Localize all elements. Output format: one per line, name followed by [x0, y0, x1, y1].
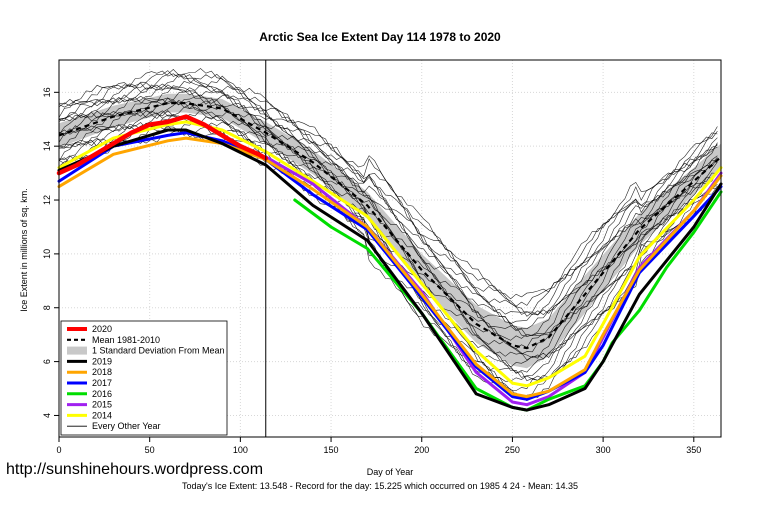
- mean-line: [58, 102, 722, 350]
- y-tick-label: 4: [42, 413, 52, 418]
- legend-label: 2018: [92, 367, 112, 377]
- legend-label: Mean 1981-2010: [92, 335, 160, 345]
- series-line-2020: [56, 114, 269, 176]
- y-tick-label: 10: [42, 249, 52, 259]
- series-layer: [56, 114, 723, 412]
- every-other-year-line: [58, 100, 718, 361]
- x-tick-label: 300: [596, 445, 611, 455]
- every-other-year-line: [58, 85, 718, 337]
- legend-label: 2014: [92, 410, 112, 420]
- legend-box: [60, 320, 228, 436]
- every-other-year-line: [58, 109, 718, 368]
- x-tick-label: 0: [56, 445, 61, 455]
- legend-label: 2019: [92, 356, 112, 366]
- every-other-year-line: [58, 68, 718, 300]
- series-line-2019: [57, 128, 723, 412]
- y-axis: 4 6 8 10 12 14 16: [42, 87, 59, 418]
- y-tick-label: 16: [42, 87, 52, 97]
- every-other-year-line: [58, 70, 718, 307]
- y-tick-label: 14: [42, 141, 52, 151]
- y-tick-label: 6: [42, 359, 52, 364]
- legend-label: 2017: [92, 378, 112, 388]
- legend-label: 1 Standard Deviation From Mean: [92, 346, 225, 356]
- x-tick-label: 350: [686, 445, 701, 455]
- every-other-year-line: [58, 90, 718, 337]
- x-tick-label: 100: [233, 445, 248, 455]
- legend-label: 2016: [92, 389, 112, 399]
- x-tick-label: 150: [324, 445, 339, 455]
- x-tick-label: 250: [505, 445, 520, 455]
- plot-frame: [58, 59, 722, 438]
- x-tick-label: 50: [145, 445, 155, 455]
- every-other-year-line: [58, 68, 718, 315]
- std-deviation-band: [59, 93, 721, 369]
- y-tick-label: 8: [42, 305, 52, 310]
- series-line-2017: [57, 131, 723, 401]
- legend-swatch: [67, 346, 87, 355]
- footer-stats: Today's Ice Extent: 13.548 - Record for …: [182, 481, 578, 491]
- x-axis-label: Day of Year: [366, 467, 414, 477]
- every-other-year-line: [58, 97, 718, 350]
- every-other-year-line: [58, 84, 718, 330]
- std-band-layer: [59, 93, 721, 369]
- x-axis: 0 50 100 150 200 250 300 350: [56, 437, 701, 455]
- every-other-year-line: [58, 78, 718, 315]
- mean-layer: [58, 102, 722, 350]
- every-other-year-line: [58, 103, 718, 360]
- every-other-year-line: [58, 74, 718, 317]
- series-line-2014: [57, 120, 723, 388]
- legend-label: 2020: [92, 324, 112, 334]
- legend-label: Every Other Year: [92, 421, 161, 431]
- x-tick-label: 200: [414, 445, 429, 455]
- watermark-url: http://sunshinehours.wordpress.com: [6, 461, 264, 478]
- y-axis-label: Ice Extent in millions of sq. km.: [19, 188, 29, 312]
- series-line-2016: [293, 190, 723, 412]
- legend-label: 2015: [92, 400, 112, 410]
- y-tick-label: 12: [42, 195, 52, 205]
- series-line-2018: [57, 136, 723, 399]
- plot-border: [58, 59, 722, 438]
- chart-title: Arctic Sea Ice Extent Day 114 1978 to 20…: [259, 30, 501, 44]
